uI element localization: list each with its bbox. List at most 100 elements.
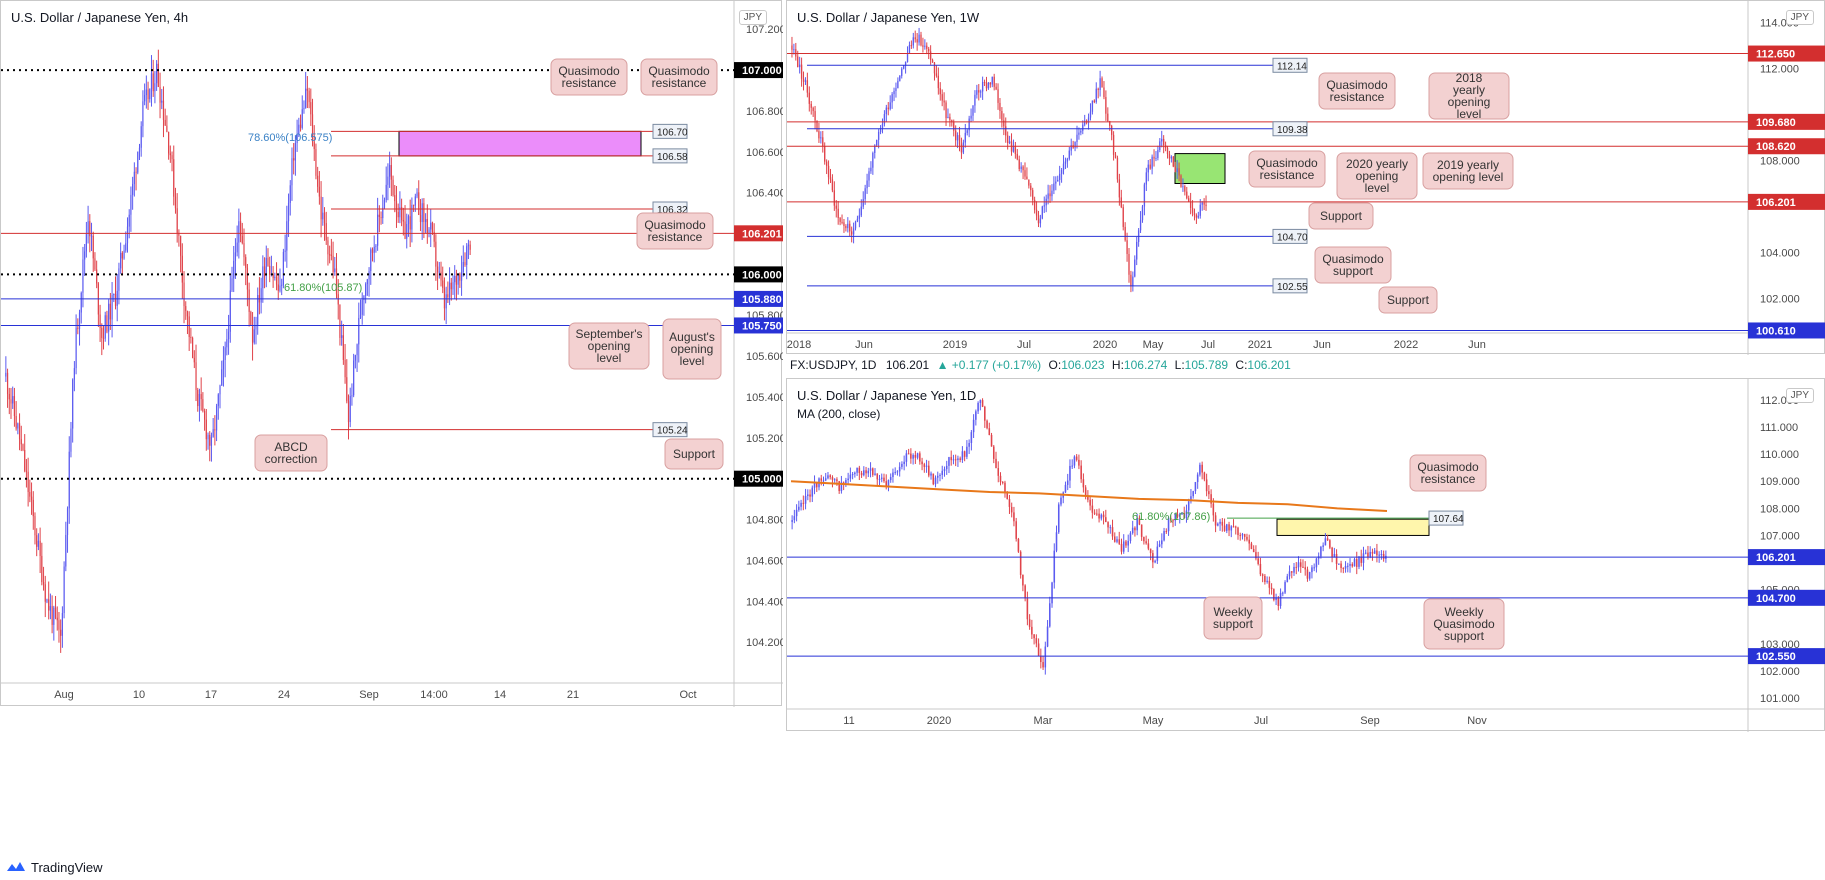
candle-body xyxy=(111,295,113,320)
candle-body xyxy=(937,75,940,89)
candle-body xyxy=(221,369,223,386)
annotation-text: opening xyxy=(1356,169,1399,183)
candle-body xyxy=(317,175,319,187)
candle-body xyxy=(1270,587,1273,590)
annotation-callout xyxy=(1378,286,1438,314)
candle-body xyxy=(395,201,398,212)
candle-body xyxy=(1044,646,1047,668)
time-tick-label: 2019 xyxy=(943,339,967,351)
currency-badge-4h[interactable]: JPY xyxy=(738,10,767,25)
level-tag: 112.14 xyxy=(1277,61,1307,72)
candle-body xyxy=(1100,514,1103,519)
currency-badge-daily[interactable]: JPY xyxy=(1785,388,1814,403)
annotation-text: Quasimodo xyxy=(1433,617,1495,631)
annotation-text: resistance xyxy=(648,230,703,244)
candle-body xyxy=(1062,163,1065,171)
footer: TradingView xyxy=(6,857,103,877)
annotation-callout xyxy=(254,434,328,472)
candle-body xyxy=(1355,559,1358,567)
candle-body xyxy=(928,465,930,476)
candle-body xyxy=(820,478,823,481)
candle-body xyxy=(1168,154,1171,159)
candle-body xyxy=(42,582,45,585)
chart-daily-svg[interactable]: 112.000111.000110.000109.000108.000107.0… xyxy=(787,379,1825,732)
candle-body xyxy=(804,495,807,504)
candle-body xyxy=(1022,574,1024,586)
candle-body xyxy=(36,535,38,547)
candle-body xyxy=(845,480,847,484)
candle-body xyxy=(966,446,968,457)
candle-body xyxy=(1306,569,1309,579)
candle-body xyxy=(344,359,346,378)
indicator-label-ma200[interactable]: MA (200, close) xyxy=(797,407,881,421)
footer-brand[interactable]: TradingView xyxy=(31,859,103,875)
price-tick-label: 106.800 xyxy=(746,106,783,118)
ohlc-last: 106.201 xyxy=(885,358,930,372)
candle-body xyxy=(1112,134,1115,155)
candle-body xyxy=(385,184,387,200)
price-tick-label: 102.000 xyxy=(1760,666,1800,678)
candle-body xyxy=(905,453,908,462)
candle-body xyxy=(138,147,141,152)
candle-body xyxy=(156,63,158,84)
annotation-callout xyxy=(1203,596,1263,640)
candle-body xyxy=(325,223,327,241)
candle-body xyxy=(368,271,370,280)
candle-body xyxy=(1351,564,1354,567)
price-tick-label: 105.400 xyxy=(746,392,783,404)
candle-body xyxy=(1057,504,1060,533)
candle-body xyxy=(1095,88,1097,103)
chart-4h-svg[interactable]: 107.200106.800106.600106.400105.800105.6… xyxy=(1,1,783,707)
candle-body xyxy=(791,45,793,50)
candle-body xyxy=(1159,141,1161,151)
candle-body xyxy=(1143,536,1145,542)
annotation-callout xyxy=(664,438,724,470)
candle-body xyxy=(936,475,939,478)
candle-body xyxy=(1344,565,1347,569)
time-tick-label: 11 xyxy=(843,715,854,727)
time-tick-label: Sep xyxy=(1360,715,1380,727)
candle-body xyxy=(1028,179,1030,186)
candle-body xyxy=(1053,183,1055,191)
candle-body xyxy=(1362,553,1365,563)
candle-body xyxy=(241,235,243,244)
tradingview-logo-icon[interactable] xyxy=(6,860,26,874)
candle-body xyxy=(168,131,170,154)
candle-body xyxy=(1250,543,1253,549)
candle-body xyxy=(1051,190,1053,197)
candle-body xyxy=(885,107,888,115)
candle-body xyxy=(181,255,183,283)
candle-body xyxy=(795,49,797,57)
candle-body xyxy=(1340,563,1342,568)
candle-body xyxy=(1001,110,1003,121)
candle-body xyxy=(1286,576,1289,583)
time-tick-label: 14:00 xyxy=(420,689,448,701)
price-tick-label: 105.200 xyxy=(746,433,783,445)
candle-body xyxy=(1019,551,1022,575)
currency-badge-weekly[interactable]: JPY xyxy=(1785,10,1814,25)
price-label-bg xyxy=(734,470,783,487)
time-tick-label: Oct xyxy=(679,689,696,701)
candle-body xyxy=(1320,546,1322,557)
candle-body xyxy=(1214,515,1217,526)
level-tag: 105.24 xyxy=(657,426,688,437)
candle-body xyxy=(238,221,240,243)
candle-body xyxy=(1174,514,1177,521)
price-label-bg xyxy=(734,62,783,79)
candle-body xyxy=(80,292,82,313)
candle-body xyxy=(1376,550,1378,556)
candle-body xyxy=(193,357,195,363)
candle-body xyxy=(1380,553,1383,555)
candle-body xyxy=(1008,141,1011,144)
ohlc-low-label: L: xyxy=(1174,358,1185,372)
candle-body xyxy=(1122,207,1124,227)
candle-body xyxy=(162,100,165,120)
candle-body xyxy=(1026,176,1028,180)
candle-body xyxy=(1239,535,1242,537)
candle-body xyxy=(988,428,991,435)
candle-body xyxy=(840,482,843,492)
candle-body xyxy=(90,235,93,237)
candle-body xyxy=(966,130,968,133)
candle-body xyxy=(835,205,837,209)
